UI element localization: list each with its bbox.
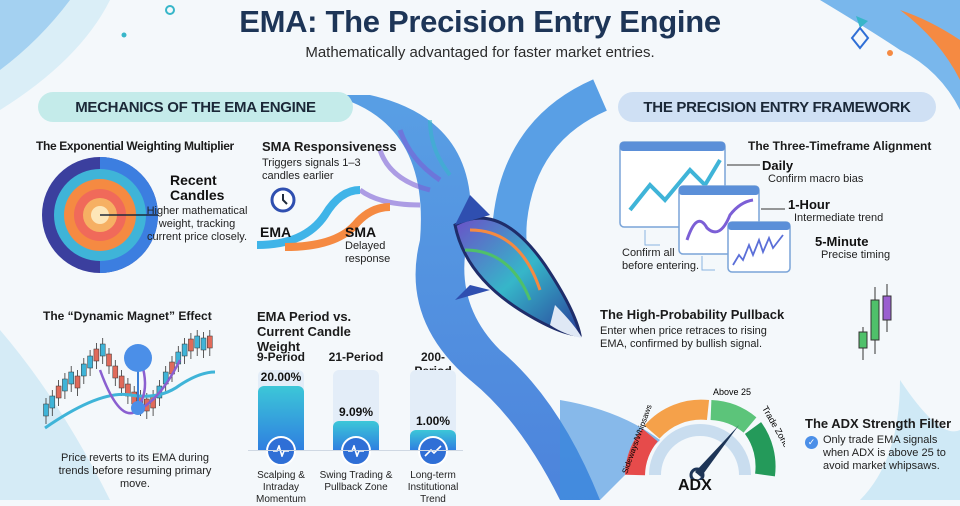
candle-body: [200, 337, 207, 351]
baseline-divider: [248, 450, 463, 451]
minute-window: [727, 221, 791, 273]
check-circle-icon: ✓: [805, 436, 818, 449]
section-label-framework: THE PRECISION ENTRY FRAMEWORK: [618, 92, 936, 122]
ema-label: EMA: [260, 224, 292, 240]
candle-body: [118, 375, 125, 389]
period-label: 21-Period: [328, 350, 384, 364]
candle-body: [49, 395, 56, 409]
candle-body: [181, 343, 188, 357]
responsiveness-note: Triggers signals 1–3 candles earlier: [262, 157, 361, 182]
sma-note: Delayed response: [345, 240, 391, 265]
pulse-icon: [266, 436, 296, 466]
weight-value: 20.00%: [260, 370, 302, 384]
ema-sma-curves: [256, 186, 391, 251]
timeframes-heading: The Three-Timeframe Alignment: [748, 139, 932, 153]
period-label: 9-Period: [256, 350, 305, 364]
timeframe-windows: [619, 141, 791, 273]
weight-value: 1.00%: [415, 414, 451, 428]
section-label-mechanics: MECHANICS OF THE EMA ENGINE: [38, 92, 353, 122]
timeframe-desc: Precise timing: [821, 249, 891, 261]
timeframes-note: Confirm all before entering.: [622, 247, 700, 272]
use-case-label: Swing Trading & Pullback Zone: [319, 470, 393, 493]
timeframe-name: 5-Minute: [815, 234, 869, 249]
recent-candles-desc: Higher mathematical weight, tracking cur…: [146, 205, 248, 243]
gauge-zone-mid: Above 25: [713, 387, 751, 397]
adx-text: Only trade EMA signals when ADX is above…: [823, 434, 946, 472]
timeframe-name: Daily: [762, 158, 794, 173]
pullback-text: Enter when price retraces to rising EMA,…: [600, 325, 767, 350]
candle-body: [74, 375, 81, 389]
concentric-weight-rings: [42, 157, 158, 273]
rocket-illustration: [358, 119, 582, 338]
candle-body: [194, 335, 200, 349]
candle-body: [106, 353, 112, 367]
timeframe-desc: Confirm macro bias: [768, 173, 864, 185]
candle-body: [55, 385, 62, 399]
magnet-caption: Price reverts to its EMA during trends b…: [58, 452, 212, 490]
period-weight-heading: EMA Period vs. Current Candle Weight: [257, 309, 352, 354]
candle-body: [207, 335, 213, 349]
use-case-label: Long-term Institutional Trend: [407, 470, 459, 505]
gauge-needle: [695, 425, 739, 477]
timeframe-name: 1-Hour: [788, 197, 830, 212]
timeframe-desc: Intermediate trend: [794, 212, 884, 224]
adx-gauge: Sideways/Whipsaws Above 25 Trade Zone: [620, 387, 785, 480]
trend-up-icon: [418, 436, 448, 466]
page-subtitle: Mathematically advantaged for faster mar…: [305, 44, 655, 61]
candle-body: [188, 338, 194, 352]
adx-label: ADX: [678, 477, 712, 494]
bullish-candles: [858, 284, 892, 360]
candle-body: [93, 348, 100, 362]
page-title: EMA: The Precision Entry Engine: [239, 4, 721, 39]
use-case-label: Scalping & Intraday Momentum: [255, 470, 306, 505]
candle-body: [99, 343, 106, 357]
candle-body: [81, 363, 87, 377]
adx-heading: The ADX Strength Filter: [805, 416, 952, 431]
candle-body: [43, 403, 49, 417]
recent-candles-label: Recent Candles: [170, 172, 225, 203]
sma-label: SMA: [345, 224, 377, 240]
weight-value: 9.09%: [338, 404, 374, 419]
candle-body: [68, 371, 74, 385]
candle-body: [112, 365, 119, 379]
candle-body: [62, 378, 68, 392]
candle-body: [87, 355, 93, 369]
weighting-heading: The Exponential Weighting Multiplier: [36, 139, 234, 153]
magnet-heading: The “Dynamic Magnet” Effect: [43, 309, 212, 323]
responsiveness-heading: SMA Responsiveness: [262, 139, 397, 154]
magnet-candlestick-chart: [43, 330, 216, 430]
pullback-heading: The High-Probability Pullback: [600, 307, 785, 322]
pulse-icon: [341, 436, 371, 466]
